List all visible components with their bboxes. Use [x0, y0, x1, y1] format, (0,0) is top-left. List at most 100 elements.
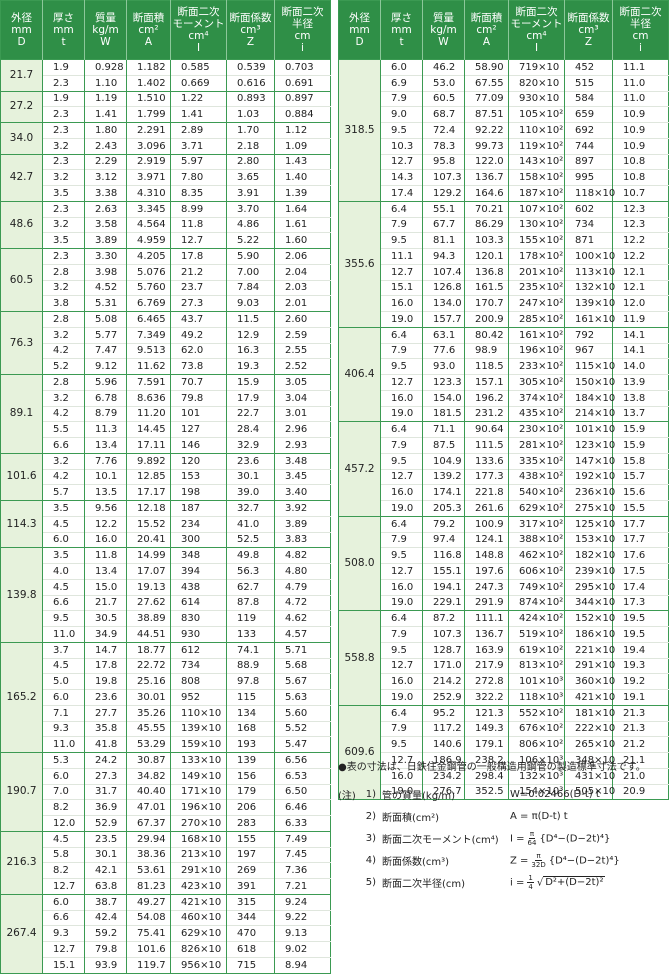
value-cell: 221.8	[464, 484, 509, 501]
value-cell: 21.7	[84, 594, 127, 611]
value-cell: 9.0	[380, 106, 423, 123]
header-line: i	[301, 42, 304, 54]
value-cell: 9.5	[42, 610, 85, 627]
value-cell: 58.90	[464, 59, 509, 76]
outer-diameter: 89.1	[0, 374, 43, 454]
value-cell: 13.4	[84, 563, 127, 580]
value-cell: 6.56	[274, 752, 331, 769]
value-cell: 70.21	[464, 200, 509, 217]
header-cell: 断面係数 cm³ Z	[226, 0, 275, 60]
value-cell: 196.2	[464, 389, 509, 406]
value-cell: 46.2	[422, 59, 465, 76]
value-cell: 157.7	[422, 311, 465, 328]
value-cell: 3.2	[42, 279, 85, 296]
value-cell: 178×10²	[508, 248, 565, 265]
value-cell: 198	[170, 484, 227, 501]
value-cell: 35.8	[84, 720, 127, 737]
header-line: A	[482, 36, 491, 48]
outer-diameter: 76.3	[0, 311, 43, 375]
value-cell: 187	[170, 500, 227, 517]
value-cell: 5.77	[84, 326, 127, 343]
value-cell: 19.4	[612, 641, 669, 658]
value-cell: 692	[564, 122, 613, 139]
value-cell: 201×10²	[508, 263, 565, 280]
value-cell: 52.5	[226, 531, 275, 548]
data-row: 7.9 107.3 136.7 519×10² 186×10 19.5	[339, 626, 669, 643]
value-cell: 7.80	[170, 169, 227, 186]
header-line: t	[399, 36, 404, 48]
value-cell: 300	[170, 531, 227, 548]
value-cell: 0.703	[274, 59, 331, 76]
value-cell: 2.8	[42, 263, 85, 280]
value-cell: 197	[226, 846, 275, 863]
notes: ●表の寸法は、日鉄住金鋼管の一般構造用鋼管の製造標準寸法です。 (注) 1) 管の質量…	[338, 758, 668, 893]
value-cell: 0.669	[170, 74, 227, 91]
value-cell: 87.51	[464, 106, 509, 123]
value-cell: 14.1	[612, 342, 669, 359]
value-cell: 116.8	[422, 547, 465, 564]
value-cell: 2.52	[274, 358, 331, 375]
value-cell: 2.3	[42, 153, 85, 170]
data-row: 8.2 42.1 53.61 291×10 269 7.36	[1, 862, 331, 879]
value-cell: 134	[226, 704, 275, 721]
value-cell: 10.9	[612, 106, 669, 123]
value-cell: 291×10	[170, 862, 227, 879]
value-cell: 6.0	[42, 767, 85, 784]
value-cell: 95.8	[422, 153, 465, 170]
value-cell: 127	[170, 421, 227, 438]
value-cell: 19.3	[612, 657, 669, 674]
value-cell: 5.7	[42, 484, 85, 501]
fraction: π 64	[528, 830, 537, 847]
value-cell: 161.5	[464, 279, 509, 296]
value-cell: 79.8	[170, 389, 227, 406]
value-cell: 421×10	[170, 893, 227, 910]
data-row: 9.5 72.4 92.22 110×10² 692 10.9	[339, 122, 669, 139]
data-row: 190.7 5.3 24.2 30.87 133×10 139 6.56	[0, 752, 331, 832]
data-row: 11.1 94.3 120.1 178×10² 100×10 12.2	[339, 248, 669, 265]
value-cell: 3.65	[226, 169, 275, 186]
value-cell: 1.41	[170, 106, 227, 123]
data-row: 139.8 3.5 11.8 14.99 348 49.8 4.82	[0, 547, 331, 643]
value-cell: 158×10²	[508, 169, 565, 186]
value-cell: 80.42	[464, 326, 509, 343]
value-cell: 12.7	[380, 468, 423, 485]
value-cell: 40.40	[126, 783, 171, 800]
value-cell: 179.1	[464, 736, 509, 753]
value-cell: 3.5	[42, 185, 85, 202]
value-cell: 233×10²	[508, 358, 565, 375]
value-cell: 8.636	[126, 389, 171, 406]
value-cell: 4.52	[84, 279, 127, 296]
header-line: cm⁴	[526, 30, 547, 42]
value-cell: 53.29	[126, 736, 171, 753]
formula: A = π(D-t) t	[510, 811, 568, 822]
value-cell: 1.70	[226, 122, 275, 139]
value-cell: 49.2	[170, 326, 227, 343]
value-cell: 168×10	[170, 830, 227, 847]
value-cell: 32.7	[226, 500, 275, 517]
value-cell: 612	[170, 641, 227, 658]
value-cell: 111.1	[464, 610, 509, 627]
data-row: 2.3 1.41 1.799 1.41 1.03 0.884	[1, 106, 331, 123]
value-cell: 14.3	[380, 169, 423, 186]
value-cell: 7.9	[380, 437, 423, 454]
value-cell: 15.0	[84, 578, 127, 595]
header-line: モーメント	[172, 18, 225, 30]
value-cell: 181×10	[564, 704, 615, 721]
value-cell: 6.4	[380, 421, 423, 438]
data-row: 7.9 67.7 86.29 130×10² 734 12.3	[339, 216, 669, 233]
header-line: 断面係数	[229, 12, 272, 24]
value-cell: 4.2	[42, 405, 85, 422]
value-cell: 153	[170, 468, 227, 485]
header-cell: 外径 mm D	[0, 0, 43, 60]
data-row: 165.2 3.7 14.7 18.77 612 74.1 5.71	[0, 641, 331, 753]
value-cell: 23.6	[226, 452, 275, 469]
value-cell: 3.7	[42, 641, 85, 658]
value-cell: 7.00	[226, 263, 275, 280]
value-cell: 3.971	[126, 169, 171, 186]
data-row: 12.7 171.0 217.9 813×10² 291×10 19.3	[339, 657, 669, 674]
value-cell: 193	[226, 736, 275, 753]
value-cell: 133×10	[170, 752, 227, 769]
value-cell: 659	[564, 106, 613, 123]
value-cell: 12.0	[42, 815, 85, 832]
value-cell: 75.41	[126, 925, 171, 942]
